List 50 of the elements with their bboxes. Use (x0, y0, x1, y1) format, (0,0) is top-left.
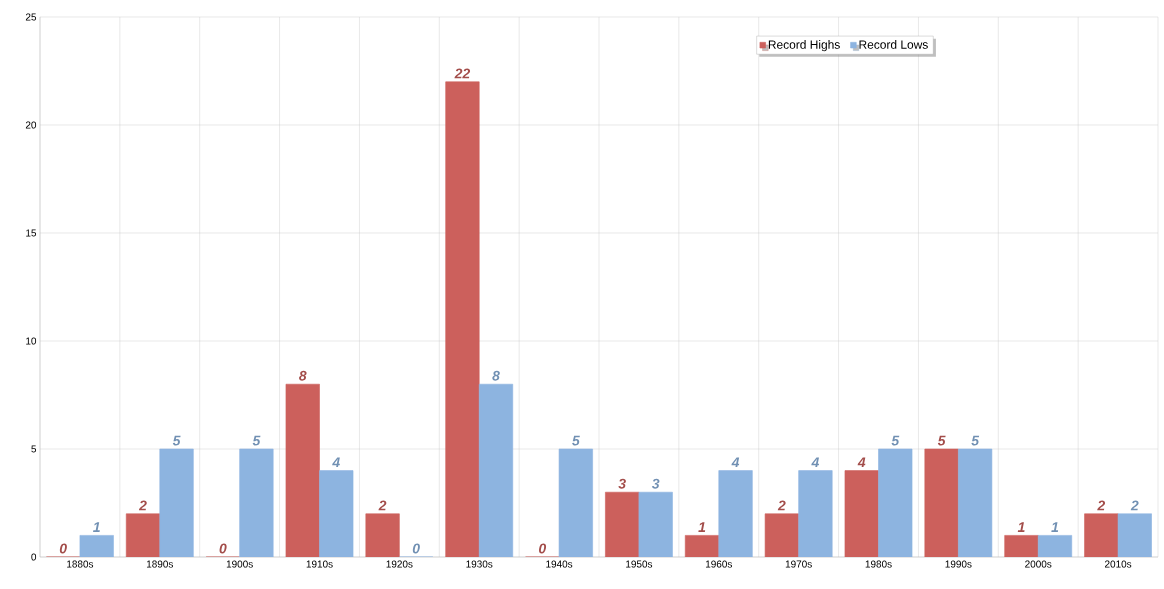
x-tick-label: 2010s (1105, 560, 1132, 568)
data-label: 5 (971, 435, 980, 446)
data-label: 5 (891, 435, 900, 446)
x-tick-label: 1910s (306, 560, 333, 568)
y-tick-label: 5 (31, 445, 37, 453)
data-label: 2 (138, 500, 147, 511)
y-tick-label: 15 (26, 229, 37, 237)
data-label: 2 (378, 500, 387, 511)
data-label: 0 (219, 543, 227, 554)
x-tick-label: 1880s (67, 560, 94, 568)
x-tick-label: 1920s (386, 560, 413, 568)
data-label: 22 (454, 68, 471, 79)
data-label: 0 (59, 543, 67, 554)
data-label: 0 (539, 543, 547, 554)
data-label: 0 (412, 543, 420, 554)
y-tick-label: 20 (25, 121, 37, 129)
data-label: 5 (572, 435, 580, 446)
data-label: 8 (299, 370, 307, 381)
x-tick-label: 1940s (546, 560, 573, 568)
x-tick-label: 1970s (785, 560, 812, 568)
legend-label: Record Highs (768, 40, 840, 52)
data-label: 1 (93, 522, 100, 532)
x-tick-label: 1950s (626, 560, 653, 568)
y-tick-label: 25 (25, 13, 37, 21)
y-tick-label: 10 (26, 337, 37, 345)
data-label: 4 (332, 457, 340, 468)
x-tick-label: 1960s (705, 560, 732, 568)
x-tick-label: 1980s (865, 560, 892, 568)
data-label: 2 (777, 500, 786, 511)
data-label: 4 (731, 457, 740, 468)
data-label: 4 (857, 457, 866, 468)
x-tick-label: 1930s (466, 560, 493, 568)
data-label: 8 (492, 370, 500, 381)
data-label: 3 (618, 478, 626, 489)
data-label: 1 (1017, 522, 1025, 532)
data-label: 1 (698, 522, 706, 532)
data-label: 2 (1097, 500, 1106, 511)
x-tick-label: 2000s (1025, 560, 1052, 568)
data-label: 2 (1130, 500, 1139, 511)
data-label: 1 (1051, 522, 1059, 532)
data-label: 5 (172, 435, 181, 446)
legend-label: Record Lows (859, 40, 928, 49)
data-label: 5 (937, 435, 946, 446)
data-label: 3 (651, 478, 660, 489)
data-label: 5 (252, 435, 261, 446)
x-tick-label: 1900s (226, 560, 253, 568)
data-label: 4 (811, 457, 820, 468)
x-tick-label: 1890s (146, 560, 173, 568)
x-tick-label: 1990s (945, 560, 972, 568)
y-tick-label: 0 (31, 553, 37, 561)
